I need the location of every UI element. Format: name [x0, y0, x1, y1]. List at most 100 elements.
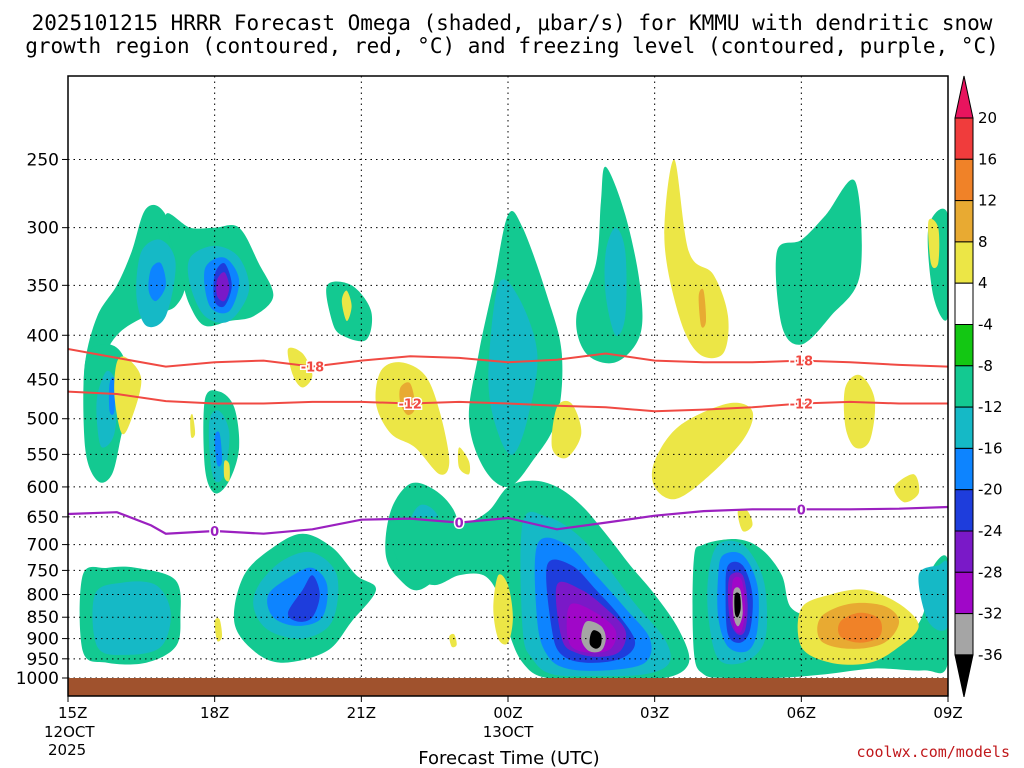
omega-region — [893, 474, 920, 503]
x-tick-date: 13OCT — [483, 723, 534, 741]
colorbar-cap-top — [954, 75, 974, 119]
colorbar-label: -8 — [978, 357, 993, 375]
x-tick-label: 03Z — [640, 704, 669, 722]
x-tick-label: 06Z — [787, 704, 816, 722]
colorbar-swatch — [954, 571, 974, 615]
omega-region — [928, 218, 940, 269]
chart-title-line2: growth region (contoured, red, °C) and f… — [25, 34, 999, 58]
colorbar-swatch — [954, 282, 974, 326]
colorbar-swatch — [954, 324, 974, 367]
site-credit: coolwx.com/models — [856, 743, 1010, 761]
ground-surface — [68, 678, 948, 696]
omega-region — [287, 347, 313, 388]
omega-region — [214, 431, 223, 467]
omega-region — [223, 460, 230, 482]
omega-region — [698, 288, 707, 328]
colorbar-swatch — [954, 447, 974, 491]
omega-region — [734, 592, 741, 618]
y-tick-label: 600 — [27, 478, 59, 498]
y-tick-label: 400 — [27, 326, 59, 346]
y-tick-label: 700 — [27, 536, 59, 556]
omega-region — [287, 575, 320, 622]
colorbar-label: -32 — [978, 605, 1003, 623]
y-tick-label: 450 — [27, 370, 59, 390]
omega-region — [190, 414, 196, 438]
y-tick-label: 300 — [27, 219, 59, 239]
omega-region — [341, 290, 352, 322]
omega-region — [737, 508, 753, 532]
contour-lines: -18 -18 -12 -12 0 0 0 — [68, 348, 948, 541]
chart-title-line1: 2025101215 HRRR Forecast Omega (shaded, … — [32, 11, 993, 35]
colorbar-label: 20 — [978, 109, 997, 127]
colorbar-swatch — [954, 489, 974, 532]
omega-region — [216, 272, 230, 302]
contour-label: -12 — [398, 397, 422, 412]
contour-label: -12 — [790, 397, 814, 412]
y-tick-label: 950 — [27, 650, 59, 670]
colorbar-label: 12 — [978, 192, 997, 210]
colorbar: 20 16 12 8 4 -4 -8 -12 -16 -20 -24 -28 -32 -36 — [954, 75, 1003, 698]
contour-label: -18 — [301, 361, 325, 376]
y-axis-ticks: 2503003504004505005506006507007508008509… — [16, 150, 68, 689]
colorbar-swatch — [954, 365, 974, 408]
x-tick-label: 18Z — [200, 704, 229, 722]
y-tick-label: 900 — [27, 630, 59, 650]
contour-label: 0 — [797, 503, 806, 518]
x-tick-label: 15Z — [58, 704, 87, 722]
colorbar-label: -24 — [978, 522, 1003, 540]
colorbar-swatch — [954, 406, 974, 449]
colorbar-label: -16 — [978, 439, 1003, 457]
contour-line — [68, 390, 948, 413]
contour-label: 0 — [210, 525, 219, 540]
colorbar-label: -28 — [978, 563, 1003, 581]
colorbar-swatch — [954, 613, 974, 656]
omega-region — [838, 612, 882, 643]
omega-region — [375, 362, 450, 475]
colorbar-swatch — [954, 241, 974, 284]
colorbar-label: 16 — [978, 150, 997, 168]
x-tick-label: 00Z — [493, 704, 522, 722]
y-tick-label: 550 — [27, 445, 59, 465]
colorbar-label: -36 — [978, 646, 1003, 664]
omega-region — [843, 374, 876, 449]
omega-region — [918, 560, 948, 631]
omega-region — [775, 179, 862, 345]
omega-region — [449, 633, 457, 648]
colorbar-label: -4 — [978, 316, 993, 334]
colorbar-label: 8 — [978, 233, 988, 251]
colorbar-swatch — [954, 200, 974, 243]
x-tick-date: 12OCT — [44, 723, 95, 741]
y-tick-label: 250 — [27, 150, 59, 170]
omega-region — [589, 630, 602, 649]
omega-region — [457, 447, 471, 475]
colorbar-label: -20 — [978, 481, 1003, 499]
y-tick-label: 1000 — [16, 669, 59, 689]
omega-region — [651, 402, 754, 500]
omega-region — [488, 279, 538, 455]
x-tick-year: 2025 — [48, 741, 86, 759]
omega-region — [148, 262, 166, 302]
x-tick-label: 09Z — [933, 704, 962, 722]
colorbar-swatch — [954, 158, 974, 202]
omega-shading — [79, 159, 948, 680]
omega-region — [604, 227, 627, 337]
x-axis-label: Forecast Time (UTC) — [418, 748, 599, 768]
omega-region — [399, 382, 416, 416]
y-tick-label: 850 — [27, 608, 59, 628]
y-tick-label: 750 — [27, 561, 59, 581]
colorbar-cap-bottom — [954, 654, 974, 698]
colorbar-label: -12 — [978, 398, 1003, 416]
omega-region — [92, 581, 171, 656]
y-tick-label: 650 — [27, 508, 59, 528]
omega-region — [214, 618, 223, 642]
y-tick-label: 800 — [27, 586, 59, 606]
colorbar-swatch — [954, 530, 974, 573]
omega-region — [108, 377, 116, 415]
contour-label: -18 — [790, 355, 814, 370]
contour-label: 0 — [455, 517, 464, 532]
x-tick-label: 21Z — [347, 704, 376, 722]
contour-line — [68, 505, 948, 535]
colorbar-label: 4 — [978, 274, 988, 292]
y-tick-label: 350 — [27, 276, 59, 296]
